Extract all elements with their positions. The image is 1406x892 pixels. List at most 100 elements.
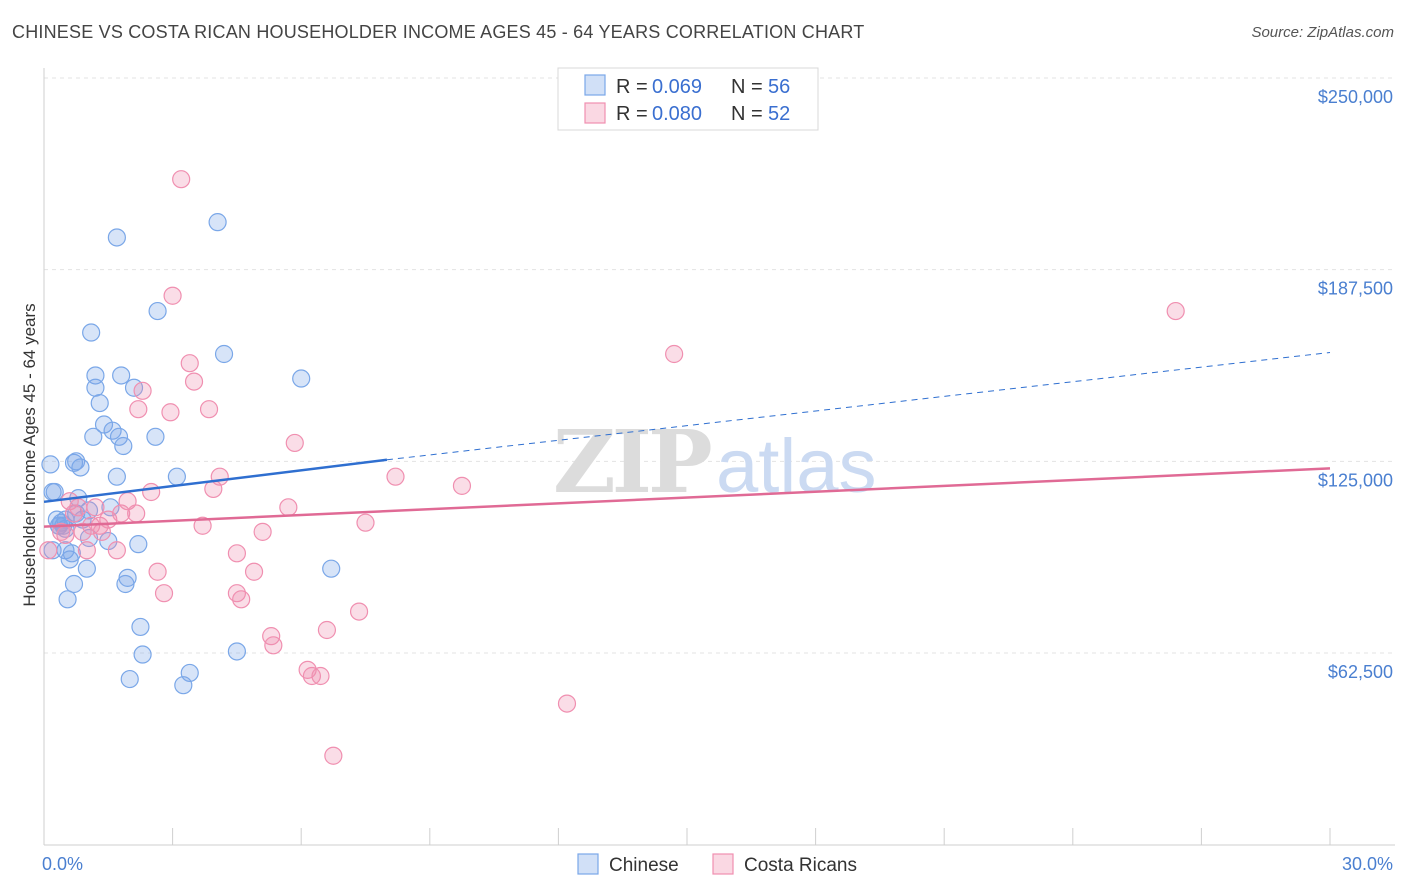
costa-rican-point-13 xyxy=(107,541,126,560)
chinese-point-41 xyxy=(146,427,165,446)
legend-n-label-2: N = xyxy=(731,103,763,125)
chinese-point-51 xyxy=(45,482,64,502)
costa-rican-point-26 xyxy=(184,372,204,391)
watermark-zip: ZIP xyxy=(553,412,711,513)
data-points xyxy=(39,170,1185,765)
costa-rican-point-31 xyxy=(227,544,246,563)
chinese-point-53 xyxy=(62,544,81,563)
chinese-point-0 xyxy=(41,455,60,474)
costa-rican-point-21 xyxy=(154,584,174,603)
source-credit: Source: ZipAtlas.com xyxy=(1251,24,1394,41)
chinese-point-49 xyxy=(292,369,311,388)
chinese-trend-line xyxy=(43,458,388,504)
chinese-point-25 xyxy=(90,393,109,413)
costa-rican-point-37 xyxy=(264,636,283,655)
bottom-legend-swatch-costa-ricans xyxy=(712,853,734,875)
legend-r-label-1: R = xyxy=(616,76,648,98)
costa-rican-point-27 xyxy=(193,516,212,535)
costa-rican-point-38 xyxy=(279,498,298,517)
costa-rican-point-28 xyxy=(199,400,219,419)
costa-rican-point-47 xyxy=(386,467,405,486)
costa-rican-point-20 xyxy=(148,562,167,581)
y-axis-label: Householder Income Ages 45 - 64 years xyxy=(20,303,39,606)
bottom-legend-swatch-chinese xyxy=(577,853,599,875)
legend-n-value-1: 56 xyxy=(768,76,790,98)
costa-rican-point-5 xyxy=(69,498,88,517)
costa-rican-point-16 xyxy=(127,504,146,523)
chinese-point-16 xyxy=(71,458,90,477)
chinese-point-24 xyxy=(86,378,105,397)
chinese-trend-extension xyxy=(386,351,1331,461)
costa-rican-point-48 xyxy=(452,476,472,495)
chinese-point-35 xyxy=(118,568,137,587)
chinese-point-21 xyxy=(82,323,101,342)
legend-n-label-1: N = xyxy=(731,76,763,98)
legend-n-value-2: 52 xyxy=(768,103,790,125)
legend-r-label-2: R = xyxy=(616,103,648,125)
axes xyxy=(43,68,1395,846)
chinese-point-40 xyxy=(133,645,152,664)
trend-lines xyxy=(43,351,1331,528)
chart-title: CHINESE VS COSTA RICAN HOUSEHOLDER INCOM… xyxy=(12,22,865,42)
legend-swatch-costa-ricans xyxy=(584,102,606,124)
costa-rican-point-50 xyxy=(665,344,684,364)
costa-rican-point-33 xyxy=(232,590,251,609)
costa-rican-point-39 xyxy=(285,433,304,453)
chinese-point-2 xyxy=(43,541,62,560)
chinese-point-45 xyxy=(180,663,199,683)
chinese-point-43 xyxy=(167,467,186,486)
chinese-point-31 xyxy=(109,427,129,446)
costa-rican-point-42 xyxy=(311,666,330,686)
costa-rican-point-9 xyxy=(86,498,105,517)
watermark: ZIP atlas xyxy=(553,412,877,513)
chinese-point-38 xyxy=(129,535,148,554)
chinese-point-42 xyxy=(148,301,167,321)
chinese-point-32 xyxy=(112,366,131,385)
costa-rican-point-49 xyxy=(557,694,577,713)
legend-r-value-1: 0.069 xyxy=(652,76,702,98)
chinese-point-22 xyxy=(84,427,103,446)
costa-rican-point-0 xyxy=(39,541,58,560)
costa-rican-point-43 xyxy=(317,620,337,640)
costa-rican-point-35 xyxy=(253,522,272,541)
costa-rican-trend-line xyxy=(43,467,1331,528)
chinese-point-39 xyxy=(131,617,150,637)
stats-legend: R = 0.069 N = 56 R = 0.080 N = 52 xyxy=(557,67,819,131)
x-tick-min: 0.0% xyxy=(42,854,83,874)
bottom-legend-label-chinese: Chinese xyxy=(609,855,679,876)
costa-rican-point-18 xyxy=(133,381,152,400)
costa-rican-point-17 xyxy=(129,400,148,419)
chinese-point-18 xyxy=(77,559,96,578)
y-tick-labels: $62,500 $125,000 $187,500 $250,000 xyxy=(1318,87,1393,682)
costa-rican-point-23 xyxy=(163,286,182,305)
legend-r-value-2: 0.080 xyxy=(652,103,702,125)
series-legend: Chinese Costa Ricans xyxy=(577,853,857,876)
chinese-point-9 xyxy=(58,590,77,609)
chinese-point-33 xyxy=(114,436,133,456)
costa-rican-point-7 xyxy=(77,541,96,560)
costa-rican-point-19 xyxy=(142,482,161,502)
costa-rican-point-30 xyxy=(210,467,229,486)
chinese-point-30 xyxy=(107,467,126,486)
bottom-legend-label-costa-ricans: Costa Ricans xyxy=(744,855,857,876)
legend-swatch-chinese xyxy=(584,74,606,96)
costa-rican-point-51 xyxy=(1166,301,1185,321)
y-tick-label-1: $125,000 xyxy=(1318,470,1393,490)
chinese-point-29 xyxy=(107,228,126,247)
chinese-point-50 xyxy=(322,559,341,578)
costa-rican-point-2 xyxy=(56,525,75,545)
chinese-point-12 xyxy=(64,574,84,594)
x-tick-max: 30.0% xyxy=(1342,854,1393,874)
costa-rican-point-34 xyxy=(244,562,264,581)
chinese-point-46 xyxy=(208,213,227,232)
y-tick-label-3: $250,000 xyxy=(1318,87,1393,107)
chinese-point-47 xyxy=(214,344,234,364)
costa-rican-point-22 xyxy=(161,403,180,422)
costa-rican-point-25 xyxy=(180,354,199,373)
costa-rican-point-44 xyxy=(324,746,343,765)
costa-rican-point-46 xyxy=(356,513,375,532)
costa-rican-point-24 xyxy=(172,170,191,189)
chinese-point-48 xyxy=(227,642,246,661)
costa-rican-point-45 xyxy=(349,602,369,621)
